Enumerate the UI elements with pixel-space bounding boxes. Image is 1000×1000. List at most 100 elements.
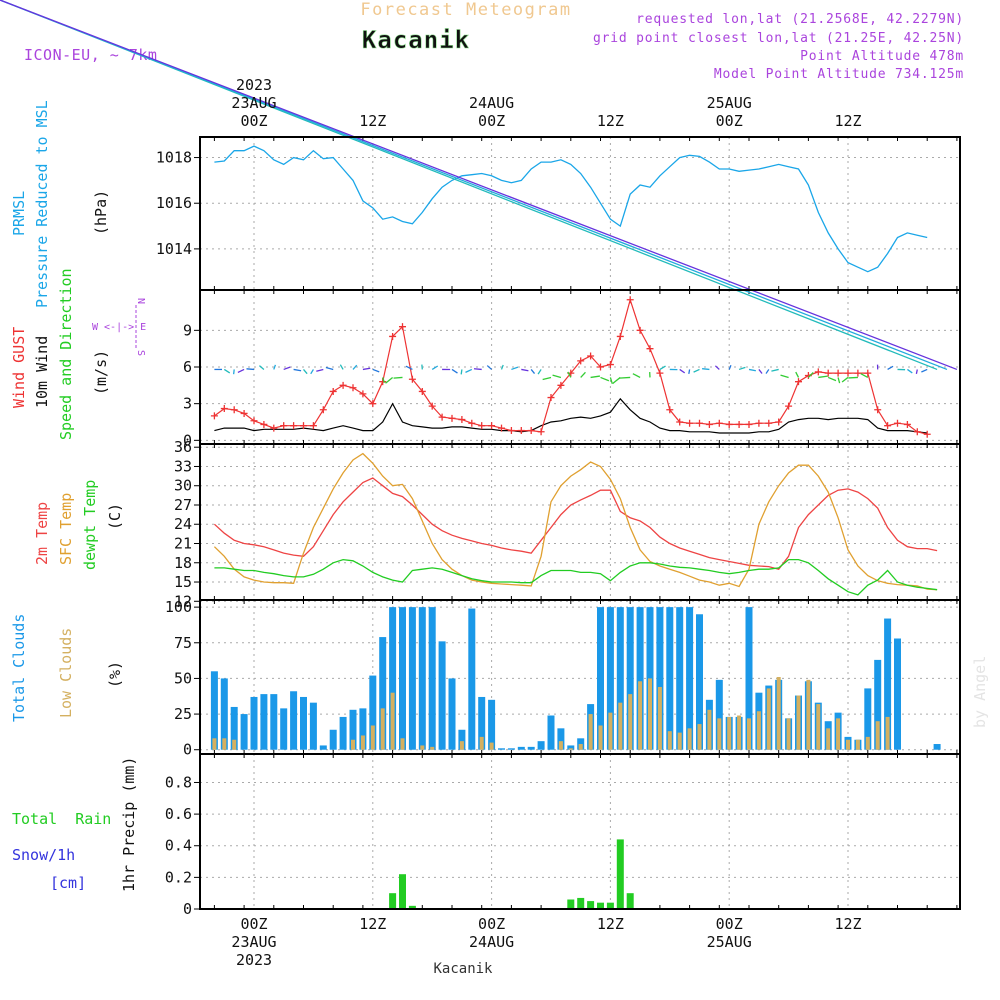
low-cloud-bar [212,738,217,750]
gust-marker [894,419,901,427]
wind-ytick-label: 6 [183,358,192,376]
pressure-line [214,145,928,273]
low-cloud-bar [727,716,732,750]
low-cloud-bar [747,718,751,750]
wind-direction-arrow-icon [465,368,473,373]
low-cloud-bar [400,738,405,750]
total-cloud-bar [745,607,753,750]
gust-marker [498,424,505,432]
total-cloud-bar [280,708,288,750]
gust-marker [369,400,377,408]
wind-direction-arrow-icon [316,368,324,372]
total-cloud-bar [468,608,476,750]
gust-marker [715,419,723,427]
wind-direction-arrow-icon [780,374,789,379]
gust-marker [210,412,218,420]
gust-marker [577,357,585,365]
low-cloud-bar [360,735,365,750]
gust-marker [468,419,476,427]
total-cloud-bar [676,607,684,750]
gust-marker [428,402,436,410]
low-cloud-bar [875,721,880,750]
total-cloud-bar [290,691,298,750]
total-cloud-bar [210,671,218,750]
total-cloud-bar [389,607,397,750]
temp-unit: (C) [106,503,124,530]
wind-direction-arrow-icon [405,365,413,371]
low-cloud-bar [756,711,761,750]
wind-direction-arrow-icon [451,368,458,374]
gust-marker [517,427,525,435]
gust-marker [705,420,713,428]
gust-marker [280,422,288,430]
total-cloud-bar [874,659,882,750]
gust-marker [854,369,862,377]
low-cloud-bar [222,738,227,750]
wind-direction-arrow-icon [362,367,371,371]
temp-ytick-label: 33 [174,457,192,475]
gust-marker [478,422,486,430]
bottom-time-label: 00Z [240,915,267,933]
low-clouds-label: Low Clouds [57,628,75,718]
top-time-label: 23AUG [231,94,276,112]
gust-marker [438,413,446,421]
wind-direction-arrow-icon [848,376,858,379]
bottom-time-label: 00Z [478,915,505,933]
gust-marker [408,375,416,383]
total-cloud-bar [547,715,555,750]
bottom-time-label: 12Z [359,915,386,933]
wind-direction-arrow-icon [385,376,394,384]
info-line-3: Point Altitude 478m [800,49,964,64]
total-cloud-bar [498,748,505,750]
total-cloud-bar [230,706,238,750]
gust-marker [270,424,278,432]
gust-marker [250,417,258,425]
wind-direction-arrow-icon [632,373,641,379]
temp-ytick-label: 30 [174,477,192,495]
total-cloud-bar [894,638,901,750]
total-cloud-bar [507,748,515,750]
total-cloud-bar [656,607,664,750]
low-cloud-bar [370,725,375,750]
total-cloud-bar [666,607,674,750]
low-cloud-bar [588,714,593,750]
gust-marker [626,296,634,304]
gust-marker [557,381,565,389]
wind-direction-arrow-icon [530,369,536,374]
pressure-unit: (hPa) [92,190,110,235]
low-cloud-bar [420,745,425,750]
low-cloud-bar [796,695,801,750]
gust-marker [775,418,783,426]
precip-axis-label: 1hr Precip (mm) [120,757,138,892]
total-cloud-bar [636,607,644,750]
wind-direction-arrow-icon [612,376,621,385]
pressure-label-1: PRMSL [10,191,28,236]
low-cloud-bar [885,716,890,750]
wind-direction-arrow-icon [537,369,542,375]
low-cloud-bar [836,718,841,750]
low-cloud-bar [479,736,484,750]
top-time-label: 12Z [359,112,386,130]
gust-marker [309,422,317,430]
wind-direction-arrow-icon [915,369,918,374]
top-time-label: 25AUG [707,94,752,112]
temp-panel-frame [199,443,961,601]
wind-direction-arrow-icon [619,376,631,379]
gust-marker [220,405,228,413]
total-cloud-bar [418,607,426,750]
low-cloud-bar [855,739,860,750]
wind-direction-arrow-icon [827,376,837,382]
wind-direction-arrow-icon [567,371,572,378]
total-cloud-bar [250,696,258,750]
clouds-unit: (%) [106,661,124,688]
gust-marker [785,402,793,410]
wind-direction-arrow-icon [259,365,265,370]
total-cloud-bar [488,699,496,750]
low-cloud-bar [717,718,722,750]
precip-ytick-label: 0 [183,900,192,918]
low-cloud-bar [598,725,603,750]
low-cloud-bar [776,677,781,750]
gust-marker [735,420,743,428]
wind-direction-arrow-icon [818,375,828,379]
